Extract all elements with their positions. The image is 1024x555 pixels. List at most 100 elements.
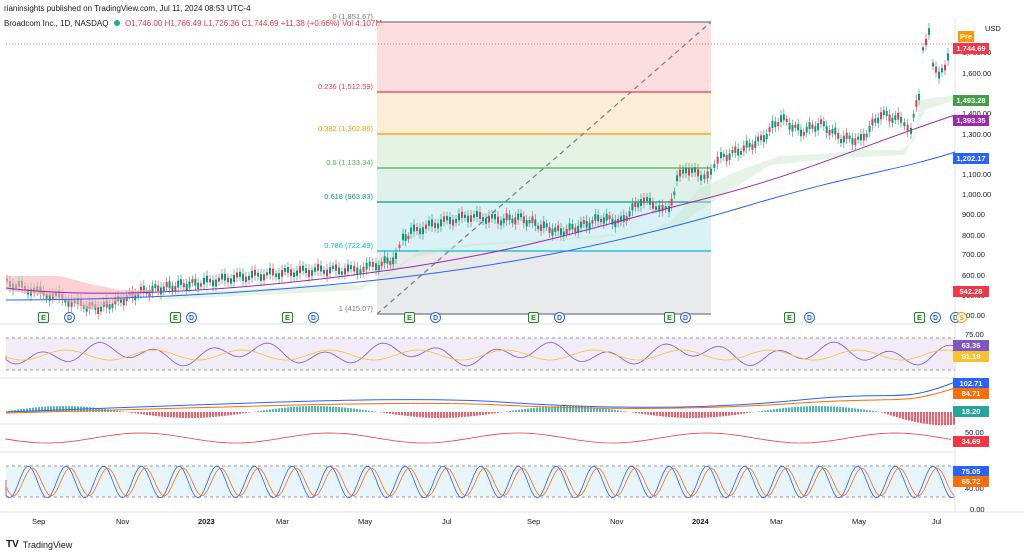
- split-marker[interactable]: S: [956, 312, 967, 323]
- macd-histogram: [518, 409, 520, 412]
- macd-histogram: [572, 406, 574, 412]
- candle-body: [260, 274, 262, 281]
- dividend-marker[interactable]: D: [186, 312, 197, 323]
- macd-histogram: [335, 406, 337, 412]
- macd-histogram: [908, 412, 910, 421]
- candle-body: [748, 142, 751, 148]
- time-tick: Mar: [770, 517, 783, 526]
- candle-body: [725, 154, 728, 162]
- macd-histogram: [506, 411, 508, 412]
- candle-body: [597, 214, 600, 222]
- macd-histogram: [944, 412, 946, 426]
- dividend-marker[interactable]: D: [804, 312, 815, 323]
- earnings-marker[interactable]: E: [784, 312, 795, 323]
- macd-histogram: [761, 410, 763, 412]
- earnings-marker[interactable]: E: [664, 312, 675, 323]
- candle-body: [871, 118, 874, 126]
- indicator-tag: 18.20: [953, 406, 989, 417]
- macd-histogram: [953, 412, 955, 425]
- macd-histogram: [926, 412, 928, 425]
- macd-histogram: [428, 412, 430, 418]
- candle-body: [925, 38, 927, 46]
- macd-histogram: [716, 412, 718, 417]
- dividend-marker[interactable]: D: [680, 312, 691, 323]
- candle-body: [668, 205, 670, 213]
- macd-histogram: [44, 406, 46, 412]
- earnings-marker[interactable]: E: [528, 312, 539, 323]
- candle-body: [464, 214, 466, 219]
- macd-histogram: [683, 412, 685, 418]
- macd-histogram: [68, 406, 70, 412]
- candle-body: [428, 220, 430, 226]
- macd-histogram: [290, 407, 292, 412]
- macd-histogram: [152, 412, 154, 416]
- dividend-marker[interactable]: D: [554, 312, 565, 323]
- macd-histogram: [20, 409, 22, 412]
- macd-histogram: [932, 412, 934, 425]
- candle-body: [203, 277, 205, 285]
- candle-body: [891, 117, 894, 123]
- candle-body: [491, 214, 493, 219]
- candle-body: [912, 114, 915, 118]
- candle-body: [842, 135, 845, 143]
- candle-body: [537, 225, 540, 230]
- earnings-marker[interactable]: E: [282, 312, 293, 323]
- dividend-marker[interactable]: D: [308, 312, 319, 323]
- candle-body: [245, 276, 247, 283]
- earnings-marker[interactable]: E: [38, 312, 49, 323]
- candle-body: [685, 167, 687, 174]
- candle-body: [560, 228, 562, 236]
- candle-body: [446, 215, 448, 221]
- candle-body: [272, 268, 274, 276]
- macd-histogram: [521, 409, 523, 412]
- candle-body: [160, 287, 162, 295]
- macd-histogram: [749, 412, 751, 413]
- macd-histogram: [158, 412, 160, 417]
- macd-histogram: [59, 406, 61, 412]
- candle-body: [502, 218, 505, 224]
- macd-histogram: [746, 412, 748, 414]
- dividend-marker[interactable]: D: [64, 312, 75, 323]
- candle-body: [754, 140, 757, 148]
- candle-body: [679, 169, 681, 177]
- dividend-marker[interactable]: D: [430, 312, 441, 323]
- earnings-marker[interactable]: E: [170, 312, 181, 323]
- earnings-marker[interactable]: E: [914, 312, 925, 323]
- candle-body: [263, 274, 265, 281]
- candle-body: [860, 134, 862, 141]
- earnings-marker[interactable]: E: [404, 312, 415, 323]
- candle-body: [242, 273, 244, 281]
- macd-histogram: [569, 406, 571, 412]
- macd-histogram: [911, 412, 913, 422]
- candle-body: [605, 213, 608, 221]
- fib-level-label: 0.5 (1,133.34): [326, 158, 373, 167]
- candle-body: [108, 304, 111, 310]
- dividend-marker[interactable]: D: [930, 312, 941, 323]
- price-tick: 400.00: [962, 311, 985, 320]
- macd-histogram: [143, 412, 145, 415]
- ohlc-open: O1,746.00: [124, 19, 163, 28]
- macd-histogram: [41, 406, 43, 412]
- macd-histogram: [491, 412, 493, 414]
- macd-histogram: [482, 412, 484, 415]
- macd-histogram: [650, 412, 652, 416]
- candle-body: [700, 175, 702, 181]
- macd-histogram: [707, 412, 709, 418]
- candle-body: [825, 126, 828, 134]
- macd-histogram: [587, 406, 589, 412]
- macd-histogram: [392, 412, 394, 415]
- macd-histogram: [776, 408, 778, 412]
- macd-histogram: [122, 411, 124, 412]
- macd-histogram: [170, 412, 172, 418]
- symbol-name[interactable]: Broadcom Inc., 1D, NASDAQ: [4, 19, 109, 28]
- macd-histogram: [188, 412, 190, 418]
- candle-body: [257, 272, 259, 277]
- macd-histogram: [182, 412, 184, 418]
- macd-histogram: [494, 412, 496, 414]
- macd-histogram: [623, 411, 625, 412]
- candle-body: [918, 93, 920, 101]
- macd-histogram: [764, 410, 766, 412]
- macd-histogram: [359, 409, 361, 412]
- fib-trend-line: [376, 21, 712, 315]
